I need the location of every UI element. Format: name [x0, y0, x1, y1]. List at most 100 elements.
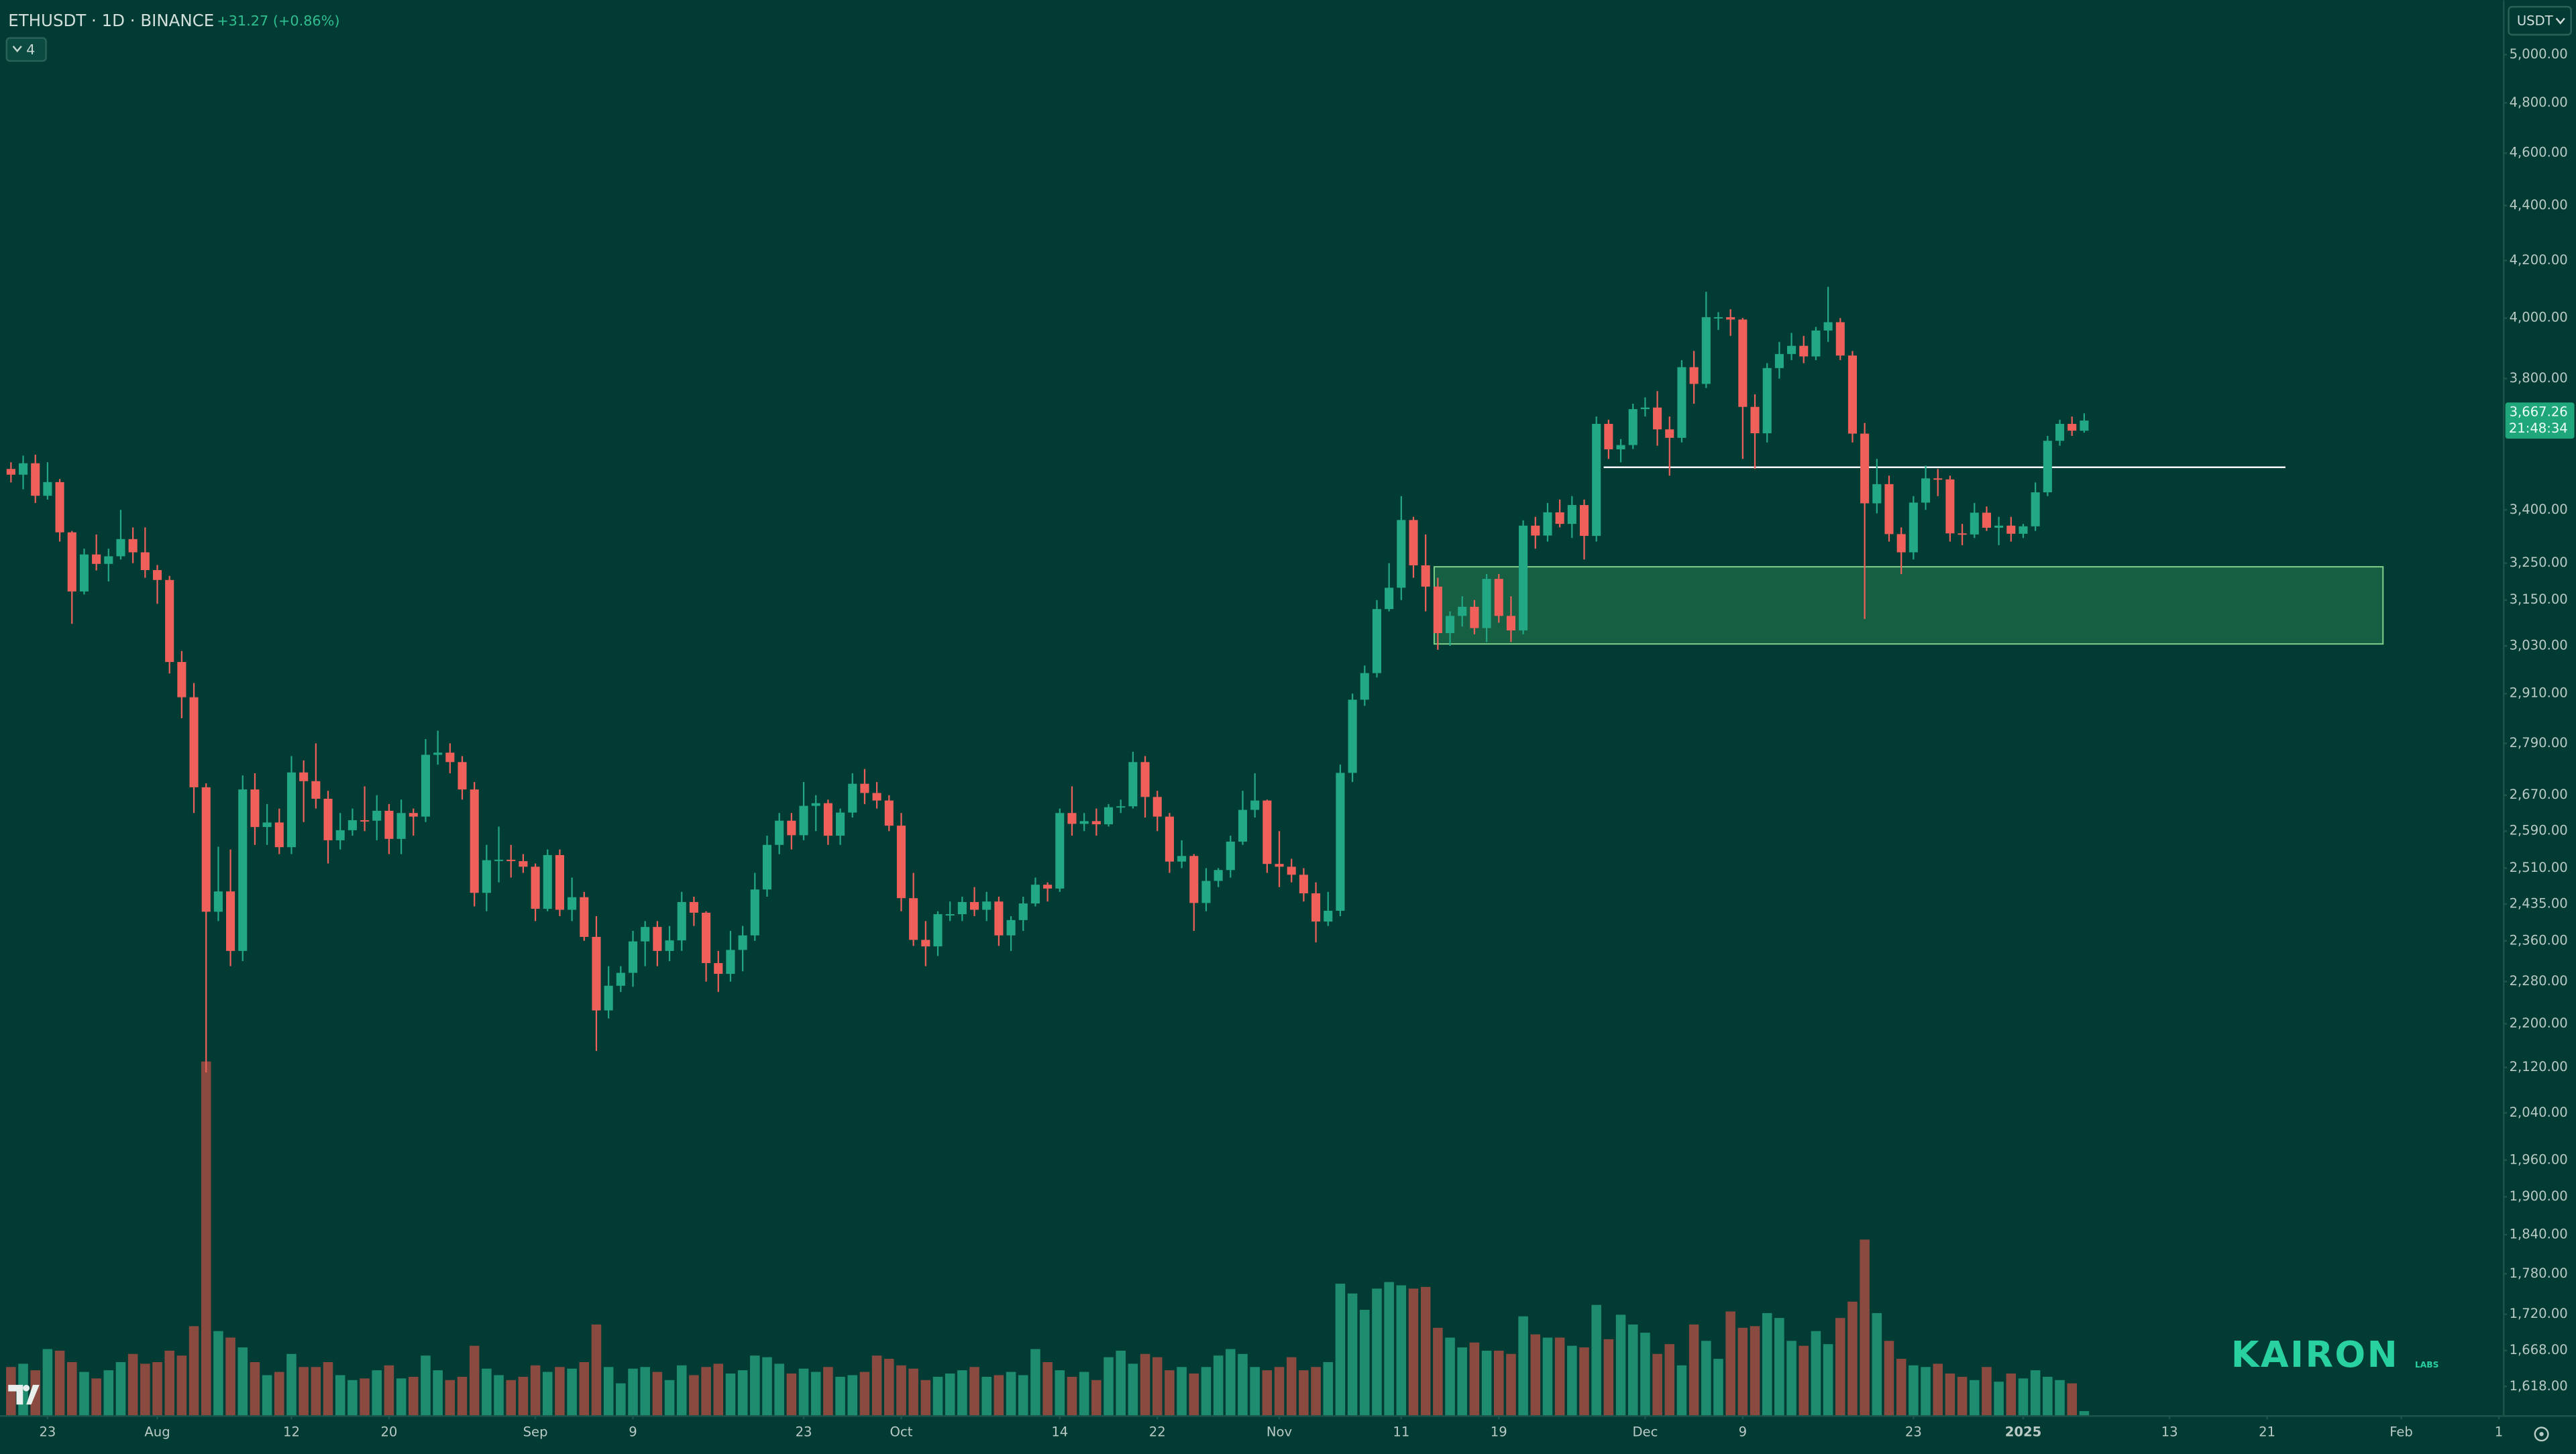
- candle-body: [1799, 345, 1809, 357]
- volume-bar: [409, 1376, 419, 1416]
- volume-bar: [494, 1375, 504, 1416]
- volume-bar: [1860, 1239, 1870, 1416]
- x-tick-label: 9: [629, 1424, 637, 1439]
- indicator-toggle[interactable]: 4: [5, 37, 47, 62]
- y-tick-label: 2,670.00: [2510, 787, 2568, 802]
- candle-body: [299, 772, 309, 781]
- candle-body: [201, 787, 211, 912]
- volume-bar: [66, 1361, 77, 1416]
- volume-bar: [1396, 1285, 1407, 1416]
- candle-body: [1945, 479, 1955, 534]
- candle-body: [1324, 910, 1333, 922]
- volume-bar: [360, 1378, 370, 1416]
- currency-box[interactable]: [2508, 5, 2572, 36]
- volume-bar: [1457, 1347, 1467, 1416]
- candle-body: [1043, 885, 1053, 889]
- volume-bar: [542, 1372, 553, 1416]
- x-tick-label: 13: [2161, 1424, 2178, 1439]
- volume-bar: [54, 1350, 65, 1416]
- settings-button[interactable]: [2534, 1427, 2549, 1442]
- volume-bar: [1262, 1370, 1273, 1416]
- volume-bar: [457, 1376, 468, 1416]
- candle-body: [1116, 806, 1126, 808]
- volume-bar: [1896, 1359, 1907, 1416]
- volume-bar: [1774, 1318, 1784, 1416]
- candle-body: [1226, 841, 1235, 871]
- candle-body: [335, 830, 345, 840]
- volume-bar: [262, 1375, 272, 1416]
- volume-bar: [384, 1365, 394, 1416]
- indicator-badge[interactable]: [5, 37, 47, 62]
- candle-body: [250, 789, 260, 828]
- volume-bar: [1579, 1347, 1589, 1416]
- volume-bar: [372, 1370, 382, 1416]
- candle-body: [702, 912, 711, 964]
- volume-bar: [1238, 1353, 1248, 1416]
- volume-bar: [1140, 1353, 1150, 1416]
- candle-body: [1128, 762, 1138, 807]
- y-tick-label: 1,618.00: [2510, 1378, 2568, 1394]
- candle-body: [274, 822, 284, 848]
- volume-bar: [689, 1375, 699, 1416]
- volume-bar: [274, 1372, 284, 1416]
- tv-logo-dot: [23, 1384, 30, 1392]
- volume-bar: [213, 1331, 223, 1416]
- volume-bar: [835, 1376, 845, 1416]
- candle-body: [360, 820, 370, 822]
- candle-body: [1214, 870, 1223, 881]
- volume-bar: [603, 1367, 614, 1416]
- candle-body: [1604, 424, 1613, 449]
- volume-bar: [1542, 1337, 1553, 1416]
- candle-body: [1458, 606, 1467, 616]
- candle-body: [43, 482, 52, 496]
- y-tick-label: 1,720.00: [2510, 1306, 2568, 1321]
- volume-bar: [567, 1368, 577, 1416]
- y-tick-label: 2,360.00: [2510, 932, 2568, 948]
- candle-body: [714, 963, 723, 974]
- x-tick-label: 20: [380, 1424, 397, 1439]
- candle-body: [323, 798, 333, 840]
- x-tick-label: 23: [1905, 1424, 1922, 1439]
- volume-bar: [323, 1361, 333, 1416]
- volume-bar: [1969, 1380, 1980, 1416]
- volume-bar: [1567, 1345, 1577, 1416]
- candle-body: [1628, 409, 1638, 445]
- volume-bar: [396, 1378, 407, 1416]
- candle-body: [2006, 525, 2016, 534]
- gear-icon[interactable]: [2534, 1427, 2549, 1442]
- volume-bar: [1445, 1337, 1455, 1416]
- candle-body: [1372, 609, 1382, 673]
- volume-bar: [164, 1350, 174, 1416]
- candle-body: [848, 783, 857, 813]
- candle-body: [421, 754, 431, 817]
- candle-body: [1640, 407, 1650, 410]
- candle-body: [1287, 866, 1296, 875]
- candle-body: [738, 935, 747, 950]
- candle-body: [604, 985, 613, 1011]
- candle-body: [1263, 800, 1272, 864]
- candle-body: [2068, 424, 2077, 431]
- candle-body: [140, 552, 150, 571]
- volume-bar: [201, 1061, 211, 1416]
- tradingview-logo[interactable]: [8, 1384, 40, 1405]
- candle-body: [653, 927, 662, 951]
- candle-body: [1677, 367, 1686, 438]
- x-tick-label: 23: [39, 1424, 56, 1439]
- candle-body: [116, 539, 125, 557]
- candle-body: [811, 803, 820, 806]
- volume-bar: [1713, 1359, 1723, 1416]
- x-tick-label: 22: [1149, 1424, 1166, 1439]
- candle-body: [482, 860, 491, 893]
- volume-bar: [286, 1353, 297, 1416]
- volume-bar: [994, 1375, 1004, 1416]
- y-tick-label: 2,590.00: [2510, 823, 2568, 838]
- candle-body: [1189, 856, 1199, 903]
- volume-bar: [969, 1367, 979, 1416]
- currency-selector[interactable]: USDT: [2508, 5, 2572, 36]
- y-tick-label: 4,600.00: [2510, 145, 2568, 160]
- candle-body: [628, 941, 638, 973]
- candle-body: [1311, 893, 1321, 922]
- y-tick-label: 1,668.00: [2510, 1342, 2568, 1357]
- candle-body: [1860, 433, 1870, 504]
